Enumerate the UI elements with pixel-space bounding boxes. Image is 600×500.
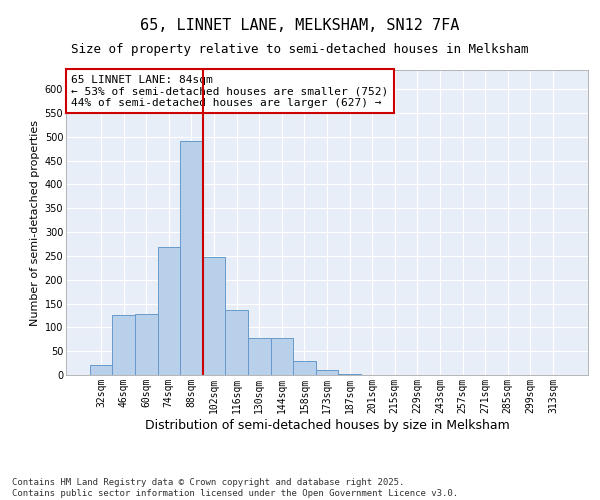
Bar (293, 360, 316, 375)
Text: 65, LINNET LANE, MELKSHAM, SN12 7FA: 65, LINNET LANE, MELKSHAM, SN12 7FA (140, 18, 460, 32)
Text: Size of property relative to semi-detached houses in Melksham: Size of property relative to semi-detach… (71, 42, 529, 56)
Bar (90, 364, 112, 375)
Bar (203, 257, 226, 375)
Text: Contains HM Land Registry data © Crown copyright and database right 2025.
Contai: Contains HM Land Registry data © Crown c… (12, 478, 458, 498)
Bar (135, 314, 158, 375)
Bar (158, 248, 180, 375)
Bar (316, 370, 338, 375)
Y-axis label: Number of semi-detached properties: Number of semi-detached properties (31, 120, 40, 326)
Text: 65 LINNET LANE: 84sqm
← 53% of semi-detached houses are smaller (752)
44% of sem: 65 LINNET LANE: 84sqm ← 53% of semi-deta… (71, 74, 388, 108)
X-axis label: Distribution of semi-detached houses by size in Melksham: Distribution of semi-detached houses by … (145, 418, 509, 432)
Bar (338, 374, 361, 375)
Bar (226, 310, 248, 375)
Bar (248, 338, 271, 375)
Bar (271, 338, 293, 375)
Bar (112, 316, 135, 375)
Bar (180, 142, 203, 375)
